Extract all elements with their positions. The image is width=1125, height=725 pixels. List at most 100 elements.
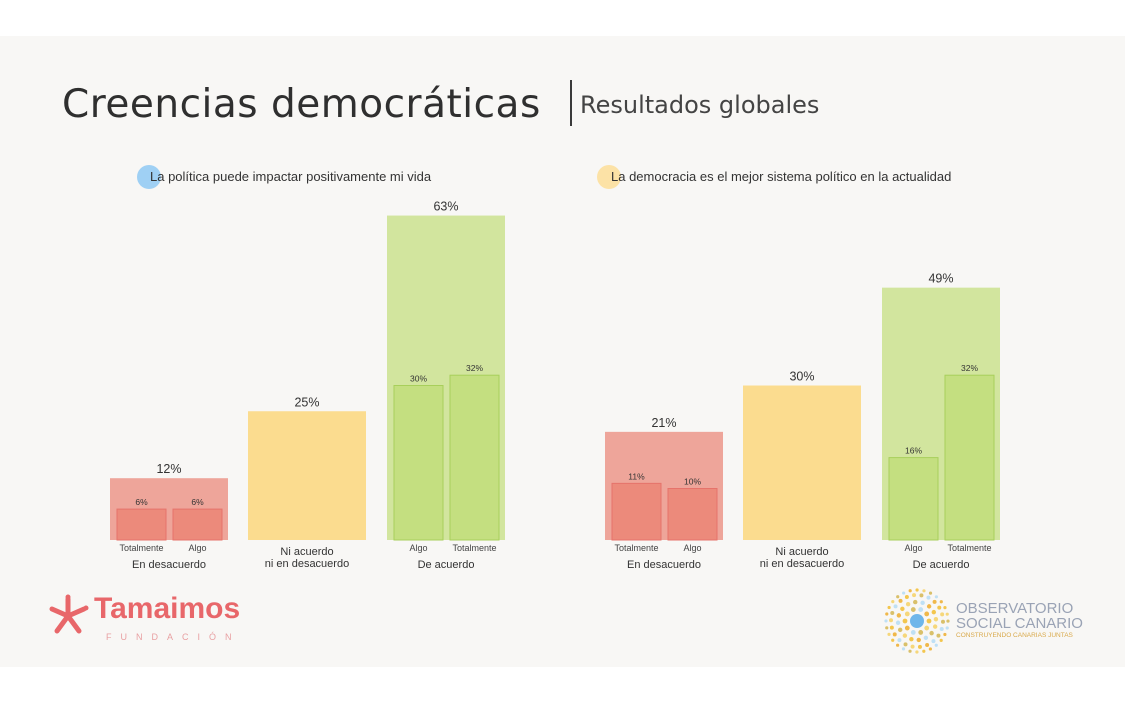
sub-bar-value-label: 32%: [466, 363, 483, 373]
sub-bar-agree: [944, 374, 995, 541]
sun-dot: [889, 618, 894, 623]
sun-dot: [936, 633, 941, 638]
sun-dot: [929, 630, 934, 636]
page-subtitle: Resultados globales: [580, 91, 820, 119]
sun-dot: [939, 600, 943, 604]
sub-bar-category-label: Totalmente: [947, 543, 991, 553]
sun-dot: [928, 591, 933, 595]
sun-dot: [915, 588, 919, 592]
sun-dot: [916, 637, 921, 643]
sun-dot: [904, 625, 910, 631]
sun-dot: [919, 593, 924, 598]
sun-dot: [889, 625, 894, 630]
sub-bar-category-label: Totalmente: [452, 543, 496, 553]
sub-bar-value-label: 30%: [410, 374, 427, 384]
sun-dot: [918, 607, 924, 612]
group-label: ni en desacuerdo: [265, 558, 349, 570]
tamaimos-name: Tamaimos: [94, 592, 241, 625]
sun-dot: [918, 630, 924, 635]
sun-dot: [905, 601, 911, 607]
group-label: En desacuerdo: [132, 559, 206, 571]
sun-dot: [937, 605, 942, 610]
sub-bar-agree: [449, 374, 500, 541]
sun-dot: [893, 604, 898, 609]
sun-dot: [945, 626, 949, 630]
chart-title-right: La democracia es el mejor sistema políti…: [611, 169, 952, 184]
chart-title-left: La política puede impactar positivamente…: [150, 169, 432, 184]
sun-dot: [890, 610, 895, 615]
sub-bar-value-label: 10%: [684, 477, 701, 487]
sun-dot: [910, 607, 916, 612]
sub-bar-value-label: 11%: [628, 471, 645, 481]
bar-value-label: 12%: [156, 462, 181, 476]
sun-dot: [926, 618, 932, 624]
sun-dot: [901, 647, 906, 651]
group-label: De acuerdo: [913, 559, 970, 571]
sun-dot: [939, 638, 943, 642]
bar-value-label: 25%: [294, 395, 319, 409]
question-dot-right: [597, 165, 621, 189]
sun-dot: [896, 613, 902, 618]
sun-dot: [934, 643, 938, 647]
sun-dot: [913, 599, 918, 605]
sun-dot: [896, 595, 900, 599]
sun-dot: [932, 624, 938, 629]
bar-value-label: 21%: [651, 416, 676, 430]
sun-core: [910, 614, 924, 628]
sun-dot: [910, 644, 915, 649]
sun-dot: [924, 611, 930, 617]
sun-dot: [908, 649, 912, 653]
sun-dot: [928, 647, 932, 651]
group-label: ni en desacuerdo: [760, 558, 844, 570]
sun-dot: [933, 617, 939, 622]
sub-bar-disagree: [116, 508, 167, 541]
sub-bar-agree: [393, 385, 444, 541]
sun-dot: [932, 599, 937, 604]
sun-dot: [902, 633, 908, 638]
sub-bar-disagree: [611, 482, 662, 541]
sub-bar-value-label: 6%: [191, 497, 204, 507]
sun-dot: [924, 625, 930, 631]
sun-dot: [945, 612, 949, 616]
sun-dot: [940, 612, 945, 617]
sun-dot: [912, 593, 917, 598]
sun-dot: [902, 591, 906, 595]
tamaimos-asterisk-icon: [49, 594, 89, 634]
sun-dot: [904, 611, 910, 617]
observatorio-logo: OBSERVATORIO SOCIAL CANARIO CONSTRUYENDO…: [884, 588, 1083, 658]
sun-dot: [909, 636, 914, 642]
group-label: De acuerdo: [418, 559, 475, 571]
page-title: Creencias democráticas: [62, 82, 541, 127]
sun-dot: [900, 606, 905, 612]
sub-bar-category-label: Algo: [188, 543, 206, 553]
observatorio-line2: SOCIAL CANARIO: [956, 615, 1083, 632]
observatorio-line3: CONSTRUYENDO CANARIAS JUNTAS: [956, 632, 1073, 639]
sub-bar-category-label: Totalmente: [119, 543, 163, 553]
sun-dot: [915, 650, 919, 654]
sun-dot: [939, 627, 944, 632]
bar-value-label: 30%: [789, 370, 814, 384]
sun-dot: [943, 632, 947, 637]
sun-dot: [908, 589, 912, 593]
sun-dot: [934, 595, 938, 599]
sub-bar-disagree: [172, 508, 223, 541]
sun-dot: [902, 618, 908, 624]
sub-bar-agree: [888, 457, 939, 541]
sun-dot: [926, 595, 931, 600]
sun-dot: [910, 630, 916, 635]
sun-dot: [920, 600, 925, 606]
sun-dot: [895, 620, 901, 625]
sub-bar-value-label: 32%: [961, 363, 978, 373]
sun-dot: [904, 595, 909, 600]
sub-bar-category-label: Totalmente: [614, 543, 658, 553]
tamaimos-logo: Tamaimos FUNDACIÓN: [46, 592, 240, 642]
sun-dot: [946, 619, 950, 623]
sun-dot: [917, 644, 922, 649]
tamaimos-sub: FUNDACIÓN: [106, 632, 241, 642]
sun-dot: [897, 627, 903, 633]
bar-value-label: 63%: [433, 200, 458, 214]
group-label: Ni acuerdo: [775, 546, 828, 558]
bar-neutral-1: [248, 411, 366, 540]
sun-dot: [891, 600, 895, 604]
